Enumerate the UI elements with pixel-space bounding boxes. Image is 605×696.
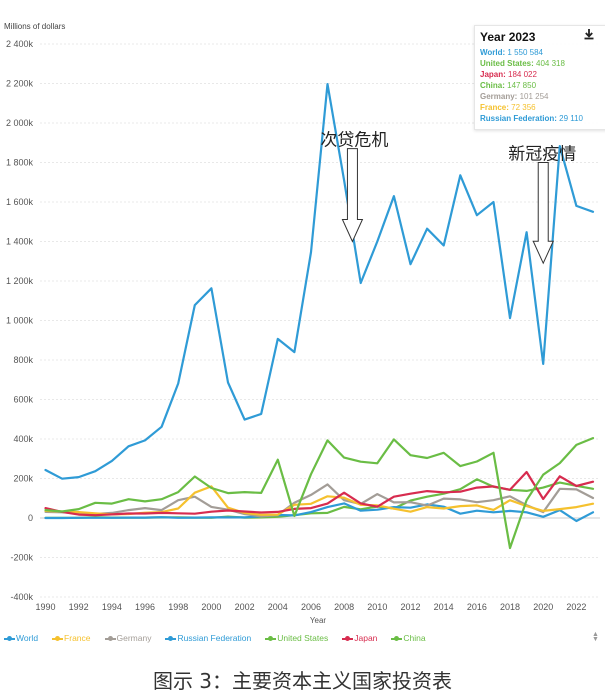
unit-label: Millions of dollars xyxy=(4,22,65,31)
tooltip-row: United States: 404 318 xyxy=(480,58,604,69)
y-tick-label: 200k xyxy=(13,474,33,484)
legend-item-world[interactable]: World xyxy=(4,633,38,643)
legend-label: World xyxy=(16,633,39,643)
tooltip-row: Germany: 101 254 xyxy=(480,91,604,102)
tooltip-title: Year 2023 xyxy=(480,30,536,44)
legend-item-united-states[interactable]: United States xyxy=(265,633,328,643)
y-tick-label: 1 600k xyxy=(6,197,34,207)
legend-label: Germany xyxy=(116,633,152,643)
x-tick-label: 2018 xyxy=(500,602,520,612)
tooltip-row: China: 147 850 xyxy=(480,80,604,91)
tooltip-row: Japan: 184 022 xyxy=(480,69,604,80)
x-axis-title: Year xyxy=(310,616,327,625)
tooltip-row: France: 72 356 xyxy=(480,102,604,113)
legend-marker-icon xyxy=(4,634,15,642)
y-tick-label: 400k xyxy=(13,434,33,444)
annotation-arrow xyxy=(532,162,555,265)
y-tick-label: 800k xyxy=(13,355,33,365)
x-tick-label: 2002 xyxy=(235,602,255,612)
annotation-label: 次贷危机 xyxy=(320,131,388,151)
legend-scroll-arrows[interactable]: ▲ ▼ xyxy=(592,631,599,643)
annotation-arrow xyxy=(341,148,364,243)
tooltip-series-value: 1 550 584 xyxy=(505,48,543,57)
tooltip: Year 2023 World: 1 550 584 United States:… xyxy=(474,25,605,130)
series-line-united-states[interactable] xyxy=(44,437,595,550)
tooltip-series-name: Japan: xyxy=(480,70,506,79)
tooltip-series-value: 404 318 xyxy=(533,59,565,68)
tooltip-series-value: 72 356 xyxy=(508,103,536,112)
y-tick-label: 2 200k xyxy=(6,79,34,89)
x-tick-label: 2006 xyxy=(301,602,321,612)
x-tick-label: 2022 xyxy=(566,602,586,612)
legend-item-japan[interactable]: Japan xyxy=(342,633,377,643)
legend-marker-icon xyxy=(265,634,277,642)
tooltip-series-value: 184 022 xyxy=(505,70,537,79)
x-tick-label: 2014 xyxy=(434,602,454,612)
tooltip-series-name: Russian Federation: xyxy=(480,114,557,123)
y-tick-label: 1 200k xyxy=(6,276,34,286)
x-tick-label: 2016 xyxy=(467,602,487,612)
legend-label: Russian Federation xyxy=(177,633,252,643)
x-tick-label: 2010 xyxy=(367,602,387,612)
legend-item-germany[interactable]: Germany xyxy=(104,633,152,643)
x-tick-label: 2020 xyxy=(533,602,553,612)
x-tick-label: 1990 xyxy=(35,602,55,612)
series-line-japan[interactable] xyxy=(44,470,595,517)
y-tick-label: 600k xyxy=(13,395,33,405)
legend-marker-icon xyxy=(342,634,354,642)
tooltip-row: World: 1 550 584 xyxy=(480,47,604,58)
y-tick-label: 0 xyxy=(28,513,33,523)
y-tick-label: 1 000k xyxy=(6,316,34,326)
line-chart: Millions of dollars 2 400k 2 200k 2 000k 1 … xyxy=(4,22,600,625)
legend-item-russian-federation[interactable]: Russian Federation xyxy=(165,633,251,643)
x-tick-label: 1998 xyxy=(168,602,188,612)
legend-label: United States xyxy=(277,633,329,643)
y-tick-label: -200k xyxy=(10,553,33,563)
legend-label: France xyxy=(64,633,91,643)
legend-item-france[interactable]: France xyxy=(52,633,91,643)
legend-marker-icon xyxy=(391,634,403,642)
x-tick-label: 2004 xyxy=(268,602,288,612)
legend-label: Japan xyxy=(354,633,378,643)
tooltip-row: Russian Federation: 29 110 xyxy=(480,113,604,124)
y-axis-ticks: 2 400k 2 200k 2 000k 1 800k 1 600k 1 400k 1 20… xyxy=(6,39,34,602)
tooltip-series-name: United States: xyxy=(480,59,534,68)
y-tick-label: 2 400k xyxy=(6,39,34,49)
legend-marker-icon xyxy=(52,634,64,642)
x-tick-label: 2008 xyxy=(334,602,354,612)
y-tick-label: -400k xyxy=(10,592,33,602)
y-tick-label: 1 400k xyxy=(6,237,34,247)
tooltip-series-name: France: xyxy=(480,103,509,112)
tooltip-series-value: 29 110 xyxy=(556,114,584,123)
x-axis-ticks: 1990 1992 1994 1996 1998 2000 2002 2004 2006 2008… xyxy=(35,602,586,612)
series-line-russian-federation[interactable] xyxy=(44,502,595,523)
tooltip-series-name: World: xyxy=(480,48,506,57)
x-tick-label: 1994 xyxy=(102,602,122,612)
legend-marker-icon xyxy=(104,634,116,642)
y-tick-label: 1 800k xyxy=(6,158,34,168)
figure-caption: 图示 3：主要资本主义国家投资表 xyxy=(152,669,453,693)
legend-item-china[interactable]: China xyxy=(391,633,426,643)
series-lines xyxy=(44,82,595,550)
tooltip-series-name: China: xyxy=(480,81,505,90)
tooltip-series-value: 147 850 xyxy=(504,81,537,90)
legend: World France Germany Russian Federation Unit… xyxy=(4,631,594,645)
annotation-label: 新冠疫情 xyxy=(508,145,576,165)
tooltip-series-value: 101 254 xyxy=(517,92,549,101)
x-tick-label: 1996 xyxy=(135,602,155,612)
x-tick-label: 2012 xyxy=(400,602,420,612)
tooltip-series-name: Germany: xyxy=(480,92,518,101)
series-line-world[interactable] xyxy=(44,82,595,480)
legend-label: China xyxy=(403,633,426,643)
x-tick-label: 2000 xyxy=(201,602,221,612)
x-tick-label: 1992 xyxy=(69,602,89,612)
y-tick-label: 2 000k xyxy=(6,118,34,128)
legend-marker-icon xyxy=(165,634,177,642)
download-icon[interactable] xyxy=(582,27,596,41)
